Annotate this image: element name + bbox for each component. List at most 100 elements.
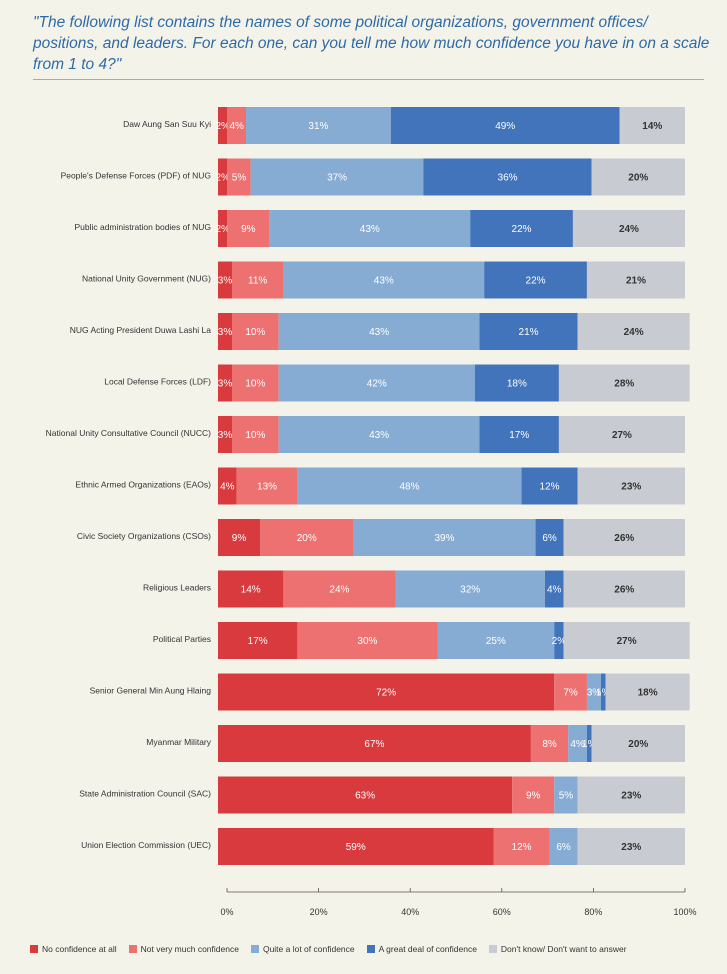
- category-label: Myanmar Military: [146, 737, 211, 747]
- data-label: 24%: [619, 224, 639, 235]
- data-label: 59%: [346, 842, 366, 853]
- category-label: Political Parties: [153, 634, 211, 644]
- bar-segment: [572, 210, 685, 247]
- data-label: 2%: [552, 636, 567, 647]
- x-tick-label: 20%: [310, 907, 328, 917]
- bar-segment: [549, 828, 578, 865]
- data-label: 20%: [628, 739, 648, 750]
- data-label: 4%: [570, 739, 585, 750]
- data-label: 23%: [621, 791, 641, 802]
- legend-swatch: [366, 945, 375, 953]
- data-label: 37%: [327, 173, 347, 184]
- data-label: 24%: [624, 327, 644, 338]
- bar-segment: [586, 673, 601, 711]
- bar-segment: [563, 519, 685, 556]
- x-tick-label: 80%: [584, 907, 602, 917]
- legend-swatch: [488, 945, 497, 953]
- legend-label: Don't know/ Don't want to answer: [500, 944, 627, 954]
- bar-segment: [250, 158, 424, 196]
- data-label: 63%: [355, 791, 375, 802]
- bar-segment: [586, 261, 685, 299]
- bar-segment: [283, 261, 485, 299]
- data-label: 4%: [229, 121, 244, 132]
- legend-item: Don't know/ Don't want to answer: [488, 944, 627, 954]
- bar-segment: [577, 776, 685, 814]
- bar-segment: [577, 313, 690, 350]
- bar-segment: [218, 673, 555, 711]
- data-label: 5%: [559, 791, 574, 802]
- data-label: 12%: [512, 842, 532, 853]
- bar-segment: [558, 416, 685, 453]
- category-label: Civic Society Organizations (CSOs): [77, 531, 211, 541]
- legend-item: Not very much confidence: [128, 944, 239, 954]
- stacked-bar-chart: Daw Aung San Suu Kyi 2% 4% 31% 49% 14%People'…: [46, 107, 697, 917]
- bar-segment: [437, 622, 555, 659]
- bar-segment: [218, 519, 261, 556]
- legend-item: Quite a lot of confidence: [250, 944, 355, 954]
- data-label: 43%: [374, 276, 394, 287]
- x-tick-label: 0%: [220, 907, 233, 917]
- data-label: 67%: [364, 739, 384, 750]
- data-label: 9%: [232, 533, 247, 544]
- data-label: 49%: [495, 121, 515, 132]
- data-label: 9%: [241, 224, 256, 235]
- bar-segment: [218, 416, 233, 453]
- category-label: State Administration Council (SAC): [79, 789, 211, 799]
- data-label: 3%: [218, 430, 233, 441]
- bar-segment: [479, 416, 559, 453]
- bar-segment: [605, 673, 690, 711]
- category-label: Union Election Commission (UEC): [81, 840, 211, 850]
- bar-segment: [227, 158, 251, 196]
- data-label: 28%: [614, 379, 634, 390]
- data-label: 14%: [241, 585, 261, 596]
- legend-label: Quite a lot of confidence: [262, 944, 355, 954]
- data-label: 23%: [621, 842, 641, 853]
- category-label: Ethnic Armed Organizations (EAOs): [75, 480, 211, 490]
- bar-segment: [563, 622, 690, 659]
- data-label: 2%: [215, 224, 230, 235]
- bar-segment: [227, 107, 247, 144]
- bar-segment: [544, 570, 564, 608]
- data-label: 23%: [621, 482, 641, 493]
- category-label: National Unity Government (NUG): [82, 274, 211, 284]
- bar-segment: [535, 519, 564, 556]
- bar-segment: [577, 828, 685, 865]
- legend-swatch: [128, 945, 137, 953]
- data-label: 1%: [582, 739, 597, 750]
- data-label: 20%: [297, 533, 317, 544]
- data-label: 2%: [215, 121, 230, 132]
- category-label: Daw Aung San Suu Kyi: [123, 119, 211, 129]
- bar-segment: [218, 725, 531, 762]
- data-label: 11%: [248, 276, 267, 287]
- data-label: 6%: [542, 533, 557, 544]
- bar-segment: [218, 364, 233, 402]
- bar-segment: [218, 570, 284, 608]
- bar-segment: [218, 313, 233, 350]
- legend-item: A great deal of confidence: [366, 944, 477, 954]
- data-label: 26%: [614, 585, 634, 596]
- bar-segment: [474, 364, 559, 402]
- bar-segment: [218, 210, 228, 247]
- data-label: 7%: [563, 688, 578, 699]
- data-label: 10%: [245, 327, 265, 338]
- data-label: 48%: [399, 482, 419, 493]
- bar-segment: [232, 416, 279, 453]
- bar-segment: [232, 261, 284, 299]
- bar-segment: [269, 210, 471, 247]
- legend-label: No confidence at all: [42, 944, 117, 954]
- data-label: 30%: [357, 636, 377, 647]
- bar-segment: [260, 519, 354, 556]
- data-label: 22%: [512, 224, 532, 235]
- bar-segment: [218, 828, 494, 865]
- data-label: 31%: [308, 121, 328, 132]
- bar-segment: [283, 570, 396, 608]
- category-label: NUG Acting President Duwa Lashi La: [70, 325, 212, 335]
- bar-segment: [278, 416, 480, 453]
- bar-segment: [218, 467, 237, 505]
- data-label: 13%: [257, 482, 277, 493]
- bar-segment: [278, 364, 475, 402]
- legend-label: Not very much confidence: [140, 944, 239, 954]
- bar-segment: [423, 158, 592, 196]
- data-label: 32%: [460, 585, 480, 596]
- bar-segment: [591, 158, 685, 196]
